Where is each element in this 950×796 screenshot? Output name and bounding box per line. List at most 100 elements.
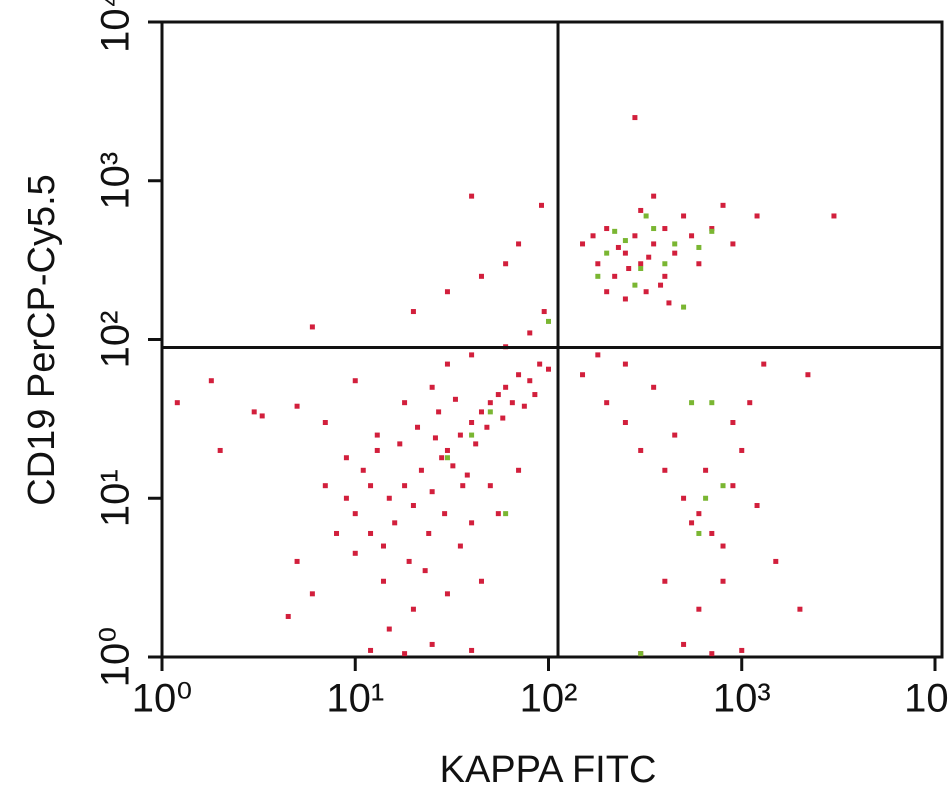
data-point <box>322 483 328 489</box>
data-point <box>368 483 374 489</box>
data-point <box>651 226 657 232</box>
data-point <box>651 193 657 199</box>
data-point <box>709 228 715 234</box>
data-point <box>720 543 726 549</box>
data-point <box>374 432 380 438</box>
data-point <box>444 591 450 597</box>
data-point <box>681 495 687 501</box>
x-tick-label: 10⁴ <box>904 677 950 721</box>
data-point <box>380 543 386 549</box>
data-point <box>662 578 668 584</box>
data-point <box>638 447 644 453</box>
data-point <box>709 226 715 232</box>
data-point <box>343 455 349 461</box>
data-point <box>386 626 392 632</box>
data-point <box>457 432 463 438</box>
data-point <box>622 238 628 244</box>
data-point <box>410 503 416 509</box>
data-point <box>696 261 702 267</box>
data-point <box>444 455 450 461</box>
data-point <box>532 392 538 398</box>
data-point <box>612 228 618 234</box>
data-point <box>464 472 470 478</box>
data-point <box>595 261 601 267</box>
data-point <box>643 289 649 295</box>
data-point <box>595 273 601 279</box>
data-point <box>696 244 702 250</box>
data-point <box>444 447 450 453</box>
data-point <box>309 591 315 597</box>
data-point <box>612 273 618 279</box>
data-point <box>429 489 435 495</box>
y-tick-label: 10⁴ <box>94 0 138 53</box>
data-point <box>374 447 380 453</box>
plot-frame <box>160 20 944 659</box>
data-point <box>397 441 403 447</box>
data-point <box>442 511 448 517</box>
data-point <box>410 309 416 315</box>
data-point <box>521 403 527 409</box>
data-point <box>334 530 340 536</box>
y-tick-label: 10³ <box>94 152 138 210</box>
x-axis-label: KAPPA FITC <box>440 749 657 791</box>
data-point <box>632 233 638 239</box>
data-point <box>730 241 736 247</box>
data-point <box>422 568 428 574</box>
data-point <box>604 400 610 406</box>
data-point <box>402 651 408 657</box>
data-point <box>730 483 736 489</box>
data-point <box>208 378 214 384</box>
data-point <box>294 403 300 409</box>
data-point <box>487 409 493 415</box>
data-point <box>638 261 644 267</box>
data-point <box>580 241 586 247</box>
data-point <box>537 361 543 367</box>
data-point <box>546 318 551 324</box>
data-point <box>426 530 432 536</box>
data-point <box>615 244 621 250</box>
data-point <box>604 250 610 256</box>
data-point <box>509 400 515 406</box>
data-point <box>761 361 767 367</box>
data-point <box>662 273 668 279</box>
y-tick-label: 10¹ <box>94 469 138 527</box>
data-point <box>730 420 736 426</box>
data-point <box>436 409 442 415</box>
data-point <box>406 558 412 564</box>
data-point <box>343 495 349 501</box>
data-point <box>696 511 702 517</box>
data-point <box>739 647 745 653</box>
data-point <box>622 361 628 367</box>
data-point <box>516 467 522 473</box>
data-point <box>638 651 644 657</box>
data-point <box>703 495 709 501</box>
data-point <box>720 578 726 584</box>
data-point <box>681 304 687 310</box>
data-point <box>478 273 484 279</box>
data-point <box>487 483 493 489</box>
data-point <box>595 352 601 358</box>
data-point <box>473 441 479 447</box>
data-point <box>696 530 702 536</box>
data-point <box>487 400 493 406</box>
data-point <box>309 324 315 330</box>
data-point <box>720 202 726 208</box>
data-point <box>604 289 610 295</box>
data-point <box>662 226 668 232</box>
data-point <box>415 424 421 430</box>
data-point <box>294 558 300 564</box>
y-axis-label: CD19 PerCP-Cy5.5 <box>21 174 63 506</box>
data-point <box>360 467 366 473</box>
data-point <box>662 261 668 267</box>
data-point <box>689 400 695 406</box>
data-point <box>580 372 586 378</box>
data-point <box>217 447 223 453</box>
data-point <box>503 511 509 517</box>
data-point <box>452 396 458 402</box>
data-point <box>457 543 463 549</box>
data-point <box>662 467 668 473</box>
data-point <box>646 254 652 260</box>
data-point <box>495 392 501 398</box>
y-tick-label: 10² <box>94 311 138 369</box>
data-point <box>469 520 475 526</box>
